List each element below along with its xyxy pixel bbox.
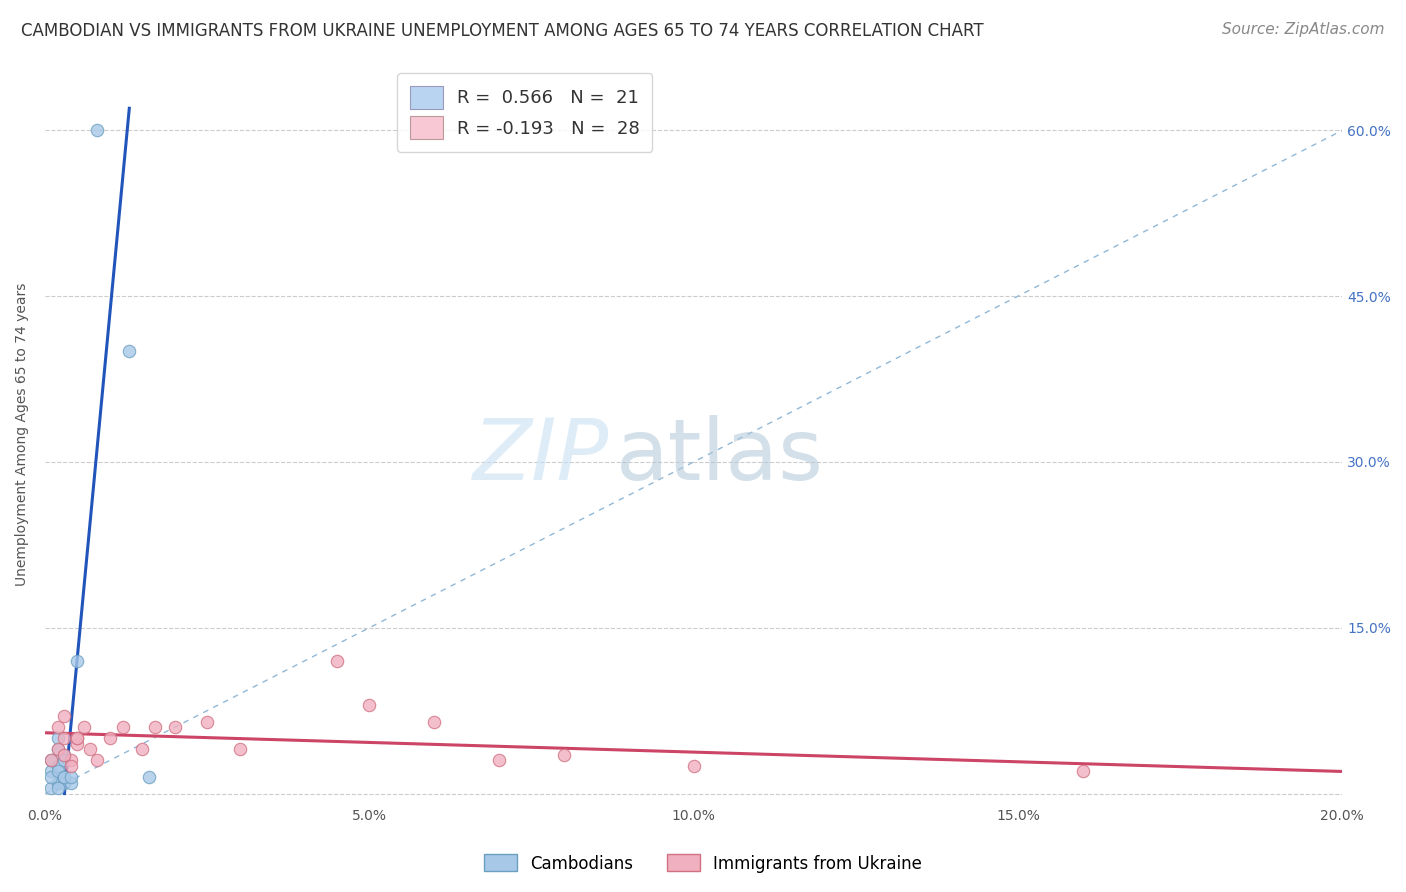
Point bbox=[59, 775, 82, 789]
Point bbox=[46, 780, 69, 795]
Point bbox=[59, 753, 82, 767]
Text: ZIP: ZIP bbox=[472, 415, 609, 498]
Point bbox=[53, 770, 76, 784]
Point bbox=[53, 775, 76, 789]
Point bbox=[111, 720, 134, 734]
Point bbox=[46, 720, 69, 734]
Point bbox=[1071, 764, 1094, 779]
Point bbox=[46, 764, 69, 779]
Point bbox=[423, 714, 446, 729]
Point bbox=[98, 731, 121, 746]
Point bbox=[682, 759, 704, 773]
Point bbox=[131, 742, 153, 756]
Point bbox=[41, 780, 63, 795]
Point bbox=[53, 731, 76, 746]
Point bbox=[46, 731, 69, 746]
Point bbox=[118, 344, 141, 359]
Point bbox=[66, 731, 89, 746]
Point bbox=[66, 737, 89, 751]
Text: Source: ZipAtlas.com: Source: ZipAtlas.com bbox=[1222, 22, 1385, 37]
Point bbox=[41, 753, 63, 767]
Text: CAMBODIAN VS IMMIGRANTS FROM UKRAINE UNEMPLOYMENT AMONG AGES 65 TO 74 YEARS CORR: CAMBODIAN VS IMMIGRANTS FROM UKRAINE UNE… bbox=[21, 22, 984, 40]
Point bbox=[228, 742, 250, 756]
Point bbox=[46, 742, 69, 756]
Point bbox=[73, 720, 96, 734]
Text: atlas: atlas bbox=[616, 415, 824, 498]
Point bbox=[163, 720, 186, 734]
Y-axis label: Unemployment Among Ages 65 to 74 years: Unemployment Among Ages 65 to 74 years bbox=[15, 283, 30, 586]
Point bbox=[53, 747, 76, 762]
Point bbox=[488, 753, 510, 767]
Point bbox=[59, 759, 82, 773]
Point bbox=[553, 747, 575, 762]
Point bbox=[53, 770, 76, 784]
Point bbox=[46, 775, 69, 789]
Point bbox=[86, 753, 108, 767]
Point bbox=[53, 709, 76, 723]
Point bbox=[79, 742, 101, 756]
Legend: R =  0.566   N =  21, R = -0.193   N =  28: R = 0.566 N = 21, R = -0.193 N = 28 bbox=[398, 73, 652, 152]
Point bbox=[41, 764, 63, 779]
Point bbox=[359, 698, 381, 713]
Point bbox=[59, 770, 82, 784]
Point bbox=[41, 753, 63, 767]
Point bbox=[66, 731, 89, 746]
Point bbox=[138, 770, 160, 784]
Point bbox=[143, 720, 166, 734]
Legend: Cambodians, Immigrants from Ukraine: Cambodians, Immigrants from Ukraine bbox=[477, 847, 929, 880]
Point bbox=[86, 123, 108, 137]
Point bbox=[66, 654, 89, 668]
Point bbox=[53, 747, 76, 762]
Point bbox=[46, 742, 69, 756]
Point bbox=[46, 759, 69, 773]
Point bbox=[41, 770, 63, 784]
Point bbox=[195, 714, 218, 729]
Point bbox=[53, 753, 76, 767]
Point bbox=[326, 654, 349, 668]
